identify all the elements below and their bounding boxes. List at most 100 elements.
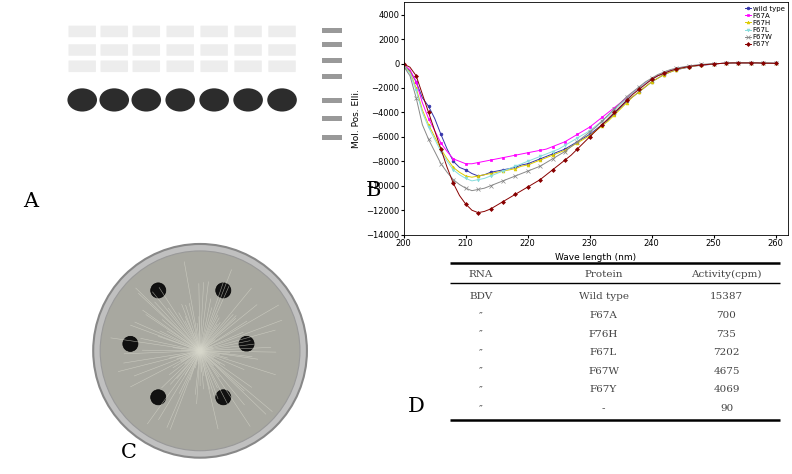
FancyBboxPatch shape <box>200 44 228 56</box>
F67Y <box>733 60 743 66</box>
X-axis label: Wave length (nm): Wave length (nm) <box>555 254 637 263</box>
Bar <box>322 28 342 33</box>
F67Y <box>628 91 638 97</box>
Ellipse shape <box>267 88 297 111</box>
Text: F67Y: F67Y <box>590 385 617 394</box>
Ellipse shape <box>123 337 138 351</box>
Text: 735: 735 <box>717 329 737 338</box>
F67Y <box>771 61 780 66</box>
F67H <box>467 174 477 180</box>
F67H <box>728 60 737 66</box>
F67W <box>492 181 501 186</box>
Ellipse shape <box>200 88 229 111</box>
Line: F67A: F67A <box>402 62 777 165</box>
F67W <box>733 60 743 66</box>
Text: ″: ″ <box>478 329 482 338</box>
Text: ″: ″ <box>478 385 482 394</box>
F67L <box>628 90 638 96</box>
wild type <box>728 60 737 66</box>
F67L <box>604 113 613 119</box>
Ellipse shape <box>215 283 230 298</box>
Text: Protein: Protein <box>584 270 623 279</box>
FancyBboxPatch shape <box>166 61 194 72</box>
F67L <box>492 171 501 176</box>
Text: Wild type: Wild type <box>579 292 629 301</box>
F67Y <box>480 209 489 214</box>
wild type <box>771 60 780 66</box>
F67A <box>480 158 489 164</box>
FancyBboxPatch shape <box>268 26 296 37</box>
FancyBboxPatch shape <box>268 61 296 72</box>
Text: 700: 700 <box>717 311 737 320</box>
Bar <box>322 42 342 47</box>
FancyBboxPatch shape <box>234 44 262 56</box>
Text: A: A <box>23 192 39 211</box>
Line: F67H: F67H <box>402 62 777 179</box>
Text: F76H: F76H <box>589 329 619 338</box>
FancyBboxPatch shape <box>132 44 160 56</box>
Text: ″: ″ <box>478 404 482 413</box>
FancyBboxPatch shape <box>101 44 128 56</box>
F67A <box>628 90 638 96</box>
F67A <box>771 60 780 66</box>
FancyBboxPatch shape <box>101 61 128 72</box>
Line: F67Y: F67Y <box>402 62 777 214</box>
Ellipse shape <box>67 88 97 111</box>
F67W <box>604 112 613 118</box>
Text: -: - <box>602 404 605 413</box>
F67L <box>733 60 743 66</box>
F67A <box>733 60 743 66</box>
Ellipse shape <box>215 390 230 405</box>
F67L <box>728 60 737 66</box>
Ellipse shape <box>150 390 166 405</box>
F67H <box>480 172 489 178</box>
F67W <box>535 164 545 169</box>
Ellipse shape <box>93 244 307 458</box>
Ellipse shape <box>131 88 161 111</box>
F67L <box>480 175 489 181</box>
F67L <box>771 60 780 66</box>
Text: 4675: 4675 <box>714 367 740 376</box>
Text: 15387: 15387 <box>710 292 743 301</box>
FancyBboxPatch shape <box>132 26 160 37</box>
FancyBboxPatch shape <box>234 61 262 72</box>
FancyBboxPatch shape <box>101 26 128 37</box>
F67A <box>535 147 545 153</box>
F67Y <box>474 210 483 216</box>
F67A <box>461 161 470 166</box>
Ellipse shape <box>234 88 263 111</box>
FancyBboxPatch shape <box>166 44 194 56</box>
Text: 90: 90 <box>720 404 733 413</box>
F67A <box>492 156 501 162</box>
F67W <box>728 60 737 66</box>
Ellipse shape <box>150 283 166 298</box>
Text: ″: ″ <box>478 311 482 320</box>
F67H <box>535 157 545 163</box>
Text: BDV: BDV <box>469 292 493 301</box>
F67A <box>728 60 737 66</box>
Text: Activity(cpm): Activity(cpm) <box>691 270 762 279</box>
FancyBboxPatch shape <box>268 44 296 56</box>
F67H <box>604 118 613 124</box>
F67W <box>771 61 780 66</box>
F67H <box>771 60 780 66</box>
F67W <box>480 185 489 191</box>
Bar <box>322 98 342 103</box>
F67L <box>467 178 477 184</box>
wild type <box>628 94 638 100</box>
F67Y <box>535 177 545 182</box>
Line: wild type: wild type <box>402 62 777 177</box>
F67Y <box>728 60 737 66</box>
FancyBboxPatch shape <box>68 44 96 56</box>
Ellipse shape <box>100 251 300 451</box>
Text: 7202: 7202 <box>714 348 740 357</box>
F67W <box>467 188 477 193</box>
wild type <box>733 60 743 66</box>
FancyBboxPatch shape <box>200 61 228 72</box>
Ellipse shape <box>166 88 195 111</box>
Text: F67A: F67A <box>589 311 618 320</box>
wild type <box>474 173 483 179</box>
FancyBboxPatch shape <box>200 26 228 37</box>
F67W <box>399 64 409 69</box>
Text: ″: ″ <box>478 348 482 357</box>
